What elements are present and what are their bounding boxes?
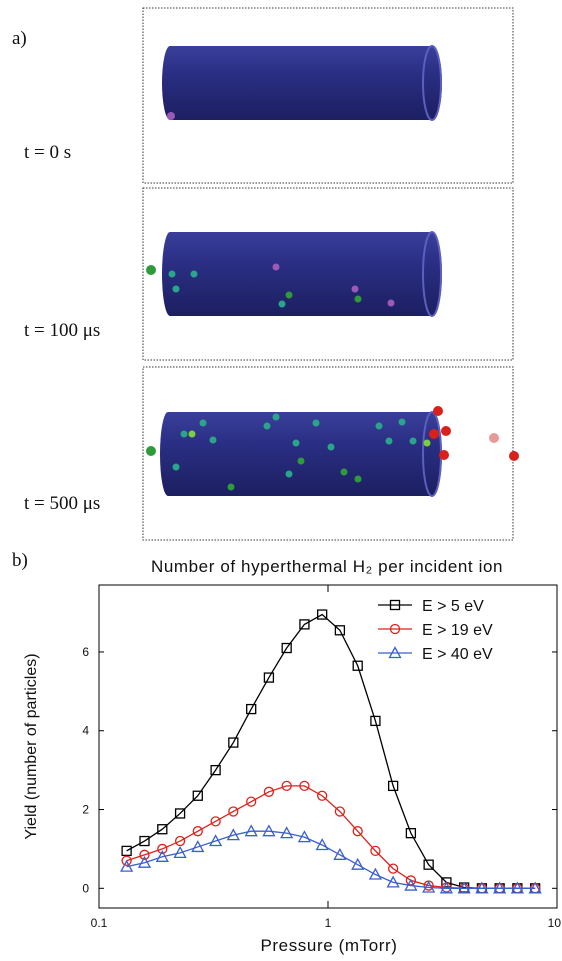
legend-label: E > 5 eV <box>422 598 484 615</box>
marker <box>510 881 524 894</box>
marker <box>263 786 275 797</box>
panel-label: a) <box>12 28 27 49</box>
marker <box>315 838 329 851</box>
marker <box>387 780 399 792</box>
marker <box>422 880 436 893</box>
series-line <box>126 785 536 889</box>
panel-label: b) <box>12 550 28 571</box>
marker <box>334 806 346 817</box>
cylinder <box>162 45 442 121</box>
marker <box>368 867 383 880</box>
time-label: t = 100 μs <box>24 320 100 341</box>
marker <box>228 806 239 817</box>
marker <box>192 790 203 801</box>
time-label: t = 500 μs <box>24 493 100 514</box>
marker <box>317 790 328 801</box>
y-tick-label: 6 <box>82 645 89 659</box>
marker <box>120 859 134 872</box>
marker <box>228 737 239 748</box>
legend-marker <box>389 599 401 611</box>
frame <box>142 7 514 184</box>
legend-marker <box>388 646 402 659</box>
marker <box>528 881 542 894</box>
marker <box>475 881 489 894</box>
marker <box>192 826 203 837</box>
marker <box>210 816 221 827</box>
series-line <box>126 830 536 889</box>
marker <box>137 855 152 868</box>
marker <box>121 855 132 866</box>
marker <box>157 824 168 835</box>
marker <box>139 835 150 847</box>
marker <box>244 824 258 837</box>
marker <box>405 828 417 839</box>
marker <box>155 849 169 862</box>
legend-label: E > 19 eV <box>422 622 493 639</box>
marker <box>457 881 471 894</box>
legend-label: E > 40 eV <box>422 646 493 663</box>
x-tick-label: 10 <box>548 916 562 930</box>
marker <box>352 660 363 671</box>
simulation-frames <box>142 7 519 541</box>
y-tick-label: 0 <box>82 881 89 895</box>
marker <box>281 780 292 792</box>
marker <box>121 845 132 857</box>
x-tick-label: 1 <box>325 916 332 930</box>
chart-title: Number of hyperthermal H₂ per incident i… <box>151 557 503 576</box>
cylinder <box>146 406 519 497</box>
y-tick-label: 4 <box>82 724 89 738</box>
marker <box>493 881 507 894</box>
x-tick-label: 0.1 <box>91 916 108 930</box>
marker <box>387 863 399 874</box>
y-tick-label: 2 <box>82 803 89 817</box>
frame <box>142 187 514 361</box>
marker <box>262 824 276 837</box>
marker <box>226 828 240 841</box>
marker <box>352 826 363 837</box>
marker <box>173 846 187 859</box>
marker <box>246 796 257 807</box>
marker <box>263 672 275 683</box>
marker <box>297 830 312 843</box>
marker <box>370 715 381 727</box>
time-label: t = 0 s <box>24 142 71 163</box>
marker <box>351 857 365 870</box>
marker <box>174 835 186 847</box>
marker <box>157 843 168 855</box>
chart: Number of hyperthermal H₂ per incident i… <box>23 557 561 955</box>
marker <box>209 834 223 847</box>
marker <box>334 625 346 636</box>
marker <box>439 881 454 894</box>
marker <box>191 840 205 853</box>
marker <box>299 619 310 630</box>
marker <box>139 849 150 860</box>
marker <box>299 780 310 792</box>
cylinder <box>146 231 442 317</box>
marker <box>370 845 381 857</box>
marker <box>317 609 328 620</box>
marker <box>210 764 221 776</box>
y-axis-label: Yield (number of particles) <box>23 653 40 839</box>
marker <box>280 826 294 839</box>
x-axis-label: Pressure (mTorr) <box>260 936 397 955</box>
marker <box>246 703 257 715</box>
marker <box>333 847 347 860</box>
marker <box>386 875 400 888</box>
legend-marker <box>389 623 401 635</box>
marker <box>404 878 418 891</box>
marker <box>281 642 292 654</box>
marker <box>174 808 186 819</box>
marker <box>423 859 434 870</box>
